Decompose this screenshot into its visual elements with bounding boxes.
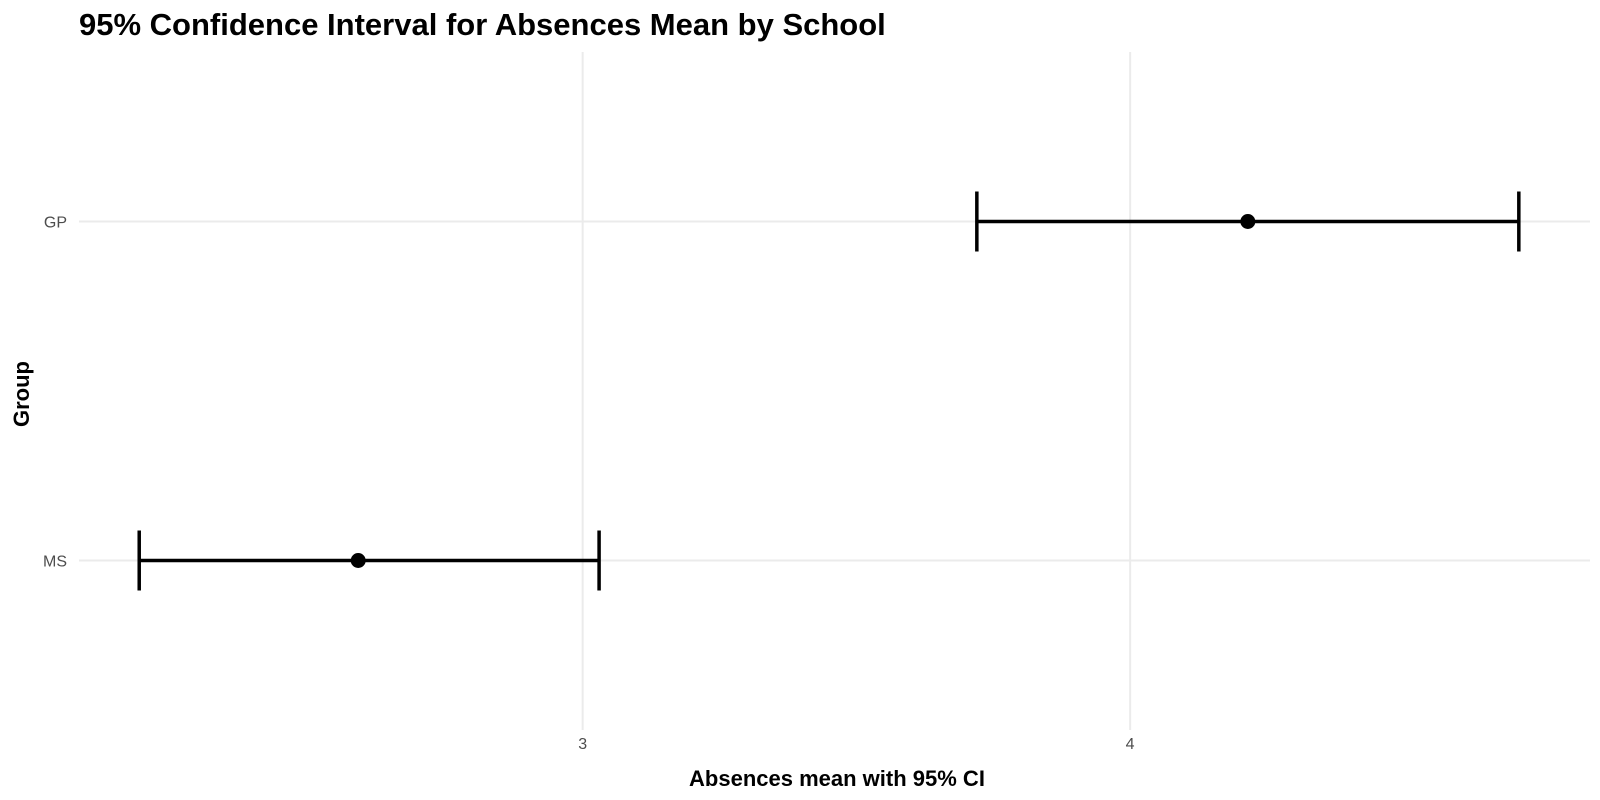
ticks-layer: 3 4 GP MS xyxy=(43,215,1135,754)
chart-title: 95% Confidence Interval for Absences Mea… xyxy=(79,7,886,42)
x-tick-label-4: 4 xyxy=(1126,736,1135,753)
grid-layer xyxy=(79,52,1590,730)
x-axis-title: Absences mean with 95% CI xyxy=(689,766,985,791)
y-tick-label-ms: MS xyxy=(43,554,67,571)
y-axis-title: Group xyxy=(9,361,34,427)
mean-point-gp xyxy=(1240,214,1256,229)
y-tick-label-gp: GP xyxy=(44,215,67,232)
x-tick-label-3: 3 xyxy=(578,736,587,753)
marks-layer xyxy=(137,191,1521,591)
mean-point-ms xyxy=(350,553,366,568)
